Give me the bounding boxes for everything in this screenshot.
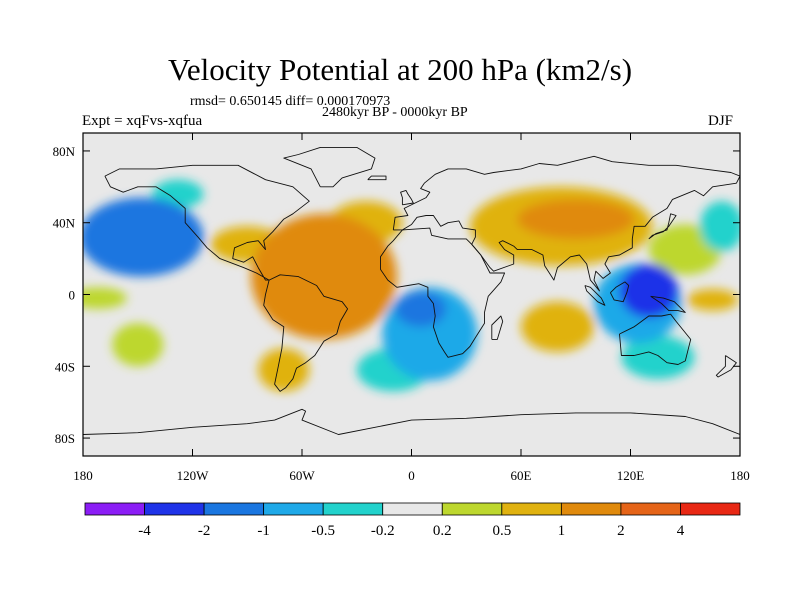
x-tick-label: 120E (617, 468, 645, 483)
colorbar-label: 0.2 (433, 523, 452, 539)
coast-japan (648, 213, 677, 240)
colorbar-label: 0.5 (492, 523, 511, 539)
colorbar-label: -1 (257, 523, 270, 539)
experiment-label: Expt = xqFvs-xqfua (82, 113, 203, 129)
anomaly-indian-ocean-high (521, 301, 594, 352)
colorbar-label: -4 (138, 523, 151, 539)
rmsd-stats: rmsd= 0.650145 diff= 0.000170973 (190, 94, 391, 109)
coast-africa (380, 227, 506, 358)
x-tick-label: 120W (177, 468, 210, 483)
anomaly-date-line-eq (83, 287, 127, 309)
colorbar-swatch (620, 502, 681, 516)
colorbar-swatch (203, 502, 265, 516)
colorbar-swatch (144, 502, 205, 516)
coast-borneo (609, 281, 630, 303)
anomaly-north-pacific-core (97, 210, 171, 254)
y-tick-label: 80N (53, 144, 76, 159)
colorbar-swatch (84, 502, 145, 516)
coast-greenland (283, 146, 376, 188)
season-label: DJF (708, 113, 734, 129)
colorbar-swatch (322, 502, 384, 516)
anomaly-australia-band (621, 335, 695, 379)
x-tick-label: 180 (73, 468, 93, 483)
colorbar-swatch (501, 502, 562, 516)
coast-sumatra (584, 285, 606, 306)
colorbar-swatch (680, 502, 741, 516)
x-tick-label: 180 (730, 468, 750, 483)
x-tick-label: 60E (511, 468, 532, 483)
y-tick-label: 40S (55, 359, 75, 374)
colorbar-swatch (382, 502, 443, 516)
coast-new-guinea (650, 295, 686, 313)
anomaly-asia-core (517, 199, 635, 239)
colorbar-label: 1 (558, 523, 566, 539)
colorbar-label: -0.2 (371, 523, 395, 539)
anomaly-amazon-core (270, 269, 352, 334)
anomaly-maritime-low (619, 263, 678, 318)
colorbar-swatch (263, 502, 324, 516)
anomaly-w-pacific-eq-pos (687, 289, 739, 311)
coast-antarctica (83, 408, 740, 435)
period-label: 2480kyr BP - 0000kyr BP (322, 105, 468, 120)
colorbar-label: -2 (198, 523, 211, 539)
coast-iceland (367, 175, 387, 181)
colorbar-label: -0.5 (311, 523, 335, 539)
coast-australia (619, 313, 692, 365)
colorbar-label: 2 (617, 523, 625, 539)
coast-madagascar (491, 315, 504, 340)
y-tick-label: 80S (55, 431, 75, 446)
colorbar-swatch (560, 502, 622, 516)
anomaly-east-pacific-plus (112, 323, 164, 367)
x-tick-label: 60W (289, 468, 315, 483)
anomaly-africa-core (395, 290, 447, 327)
y-tick-label: 40N (53, 216, 76, 231)
coast-south-america (263, 274, 349, 392)
y-tick-label: 0 (69, 288, 76, 303)
coast-north-america (104, 164, 310, 281)
x-tick-label: 0 (408, 468, 415, 483)
anomaly-north-pacific-ne-low (699, 201, 740, 252)
colorbar-swatch (441, 502, 503, 516)
anomaly-south-atlantic-tail (258, 348, 310, 392)
colorbar-label: 4 (677, 523, 685, 539)
coast-new-zealand (715, 355, 737, 378)
chart-title: Velocity Potential at 200 hPa (km2/s) (167, 52, 633, 87)
coast-great-britain (400, 189, 414, 206)
